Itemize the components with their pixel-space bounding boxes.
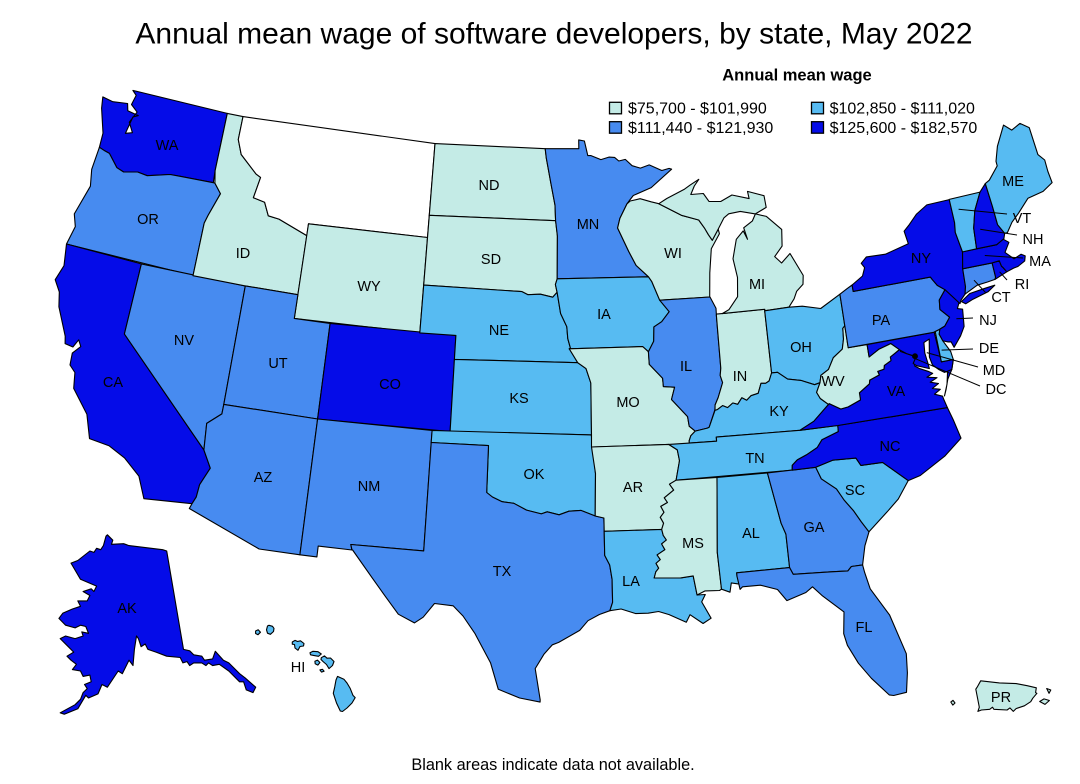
svg-text:NE: NE xyxy=(489,323,509,339)
svg-text:VA: VA xyxy=(887,384,906,400)
svg-text:MA: MA xyxy=(1029,254,1051,270)
svg-text:SD: SD xyxy=(481,252,501,268)
svg-text:$125,600 - $182,570: $125,600 - $182,570 xyxy=(830,120,978,137)
svg-text:$102,850 - $111,020: $102,850 - $111,020 xyxy=(830,101,975,118)
svg-text:ME: ME xyxy=(1002,174,1024,190)
svg-text:IN: IN xyxy=(733,369,748,385)
svg-text:TX: TX xyxy=(493,564,512,580)
svg-text:LA: LA xyxy=(622,574,640,590)
svg-text:WA: WA xyxy=(156,138,179,154)
svg-text:$111,440 - $121,930: $111,440 - $121,930 xyxy=(628,120,773,137)
svg-text:DC: DC xyxy=(986,382,1007,398)
svg-text:WI: WI xyxy=(664,246,682,262)
svg-text:$75,700 - $101,990: $75,700 - $101,990 xyxy=(628,101,767,118)
svg-text:RI: RI xyxy=(1015,277,1030,293)
svg-text:AK: AK xyxy=(117,601,137,617)
svg-text:NY: NY xyxy=(911,251,931,267)
svg-text:WY: WY xyxy=(357,279,381,295)
svg-text:HI: HI xyxy=(291,660,306,676)
svg-text:AZ: AZ xyxy=(254,470,273,486)
svg-text:OK: OK xyxy=(524,467,545,483)
svg-text:NV: NV xyxy=(174,333,194,349)
svg-text:Annual mean wage: Annual mean wage xyxy=(722,66,871,84)
svg-text:MS: MS xyxy=(682,536,704,552)
svg-text:ID: ID xyxy=(236,246,251,262)
svg-text:OH: OH xyxy=(790,340,812,356)
svg-text:DE: DE xyxy=(979,341,999,357)
svg-text:VT: VT xyxy=(1013,211,1032,227)
svg-text:AL: AL xyxy=(742,526,760,542)
svg-text:FL: FL xyxy=(856,620,873,636)
svg-text:NJ: NJ xyxy=(979,313,997,329)
svg-text:CO: CO xyxy=(379,377,401,393)
svg-text:AR: AR xyxy=(623,480,643,496)
svg-text:NC: NC xyxy=(880,439,901,455)
svg-text:MN: MN xyxy=(577,217,600,233)
svg-text:OR: OR xyxy=(137,212,159,228)
svg-text:MD: MD xyxy=(983,363,1006,379)
svg-text:MI: MI xyxy=(749,277,765,293)
svg-text:WV: WV xyxy=(821,374,845,390)
svg-text:CT: CT xyxy=(991,290,1010,306)
svg-text:Annual mean wage of software d: Annual mean wage of software developers,… xyxy=(135,18,972,51)
svg-text:PA: PA xyxy=(872,313,891,329)
svg-text:UT: UT xyxy=(268,356,287,372)
svg-text:TN: TN xyxy=(745,451,764,467)
svg-text:ND: ND xyxy=(479,178,500,194)
svg-text:SC: SC xyxy=(845,483,865,499)
svg-text:KS: KS xyxy=(509,391,528,407)
svg-text:GA: GA xyxy=(804,520,825,536)
svg-text:NH: NH xyxy=(1023,232,1044,248)
svg-text:PR: PR xyxy=(991,690,1011,706)
svg-text:KY: KY xyxy=(769,404,789,420)
svg-text:IA: IA xyxy=(597,307,611,323)
svg-text:MO: MO xyxy=(616,395,639,411)
svg-text:Blank areas indicate data not: Blank areas indicate data not available. xyxy=(411,756,694,774)
svg-text:IL: IL xyxy=(680,359,692,375)
svg-text:CA: CA xyxy=(103,375,123,391)
svg-text:NM: NM xyxy=(358,479,381,495)
